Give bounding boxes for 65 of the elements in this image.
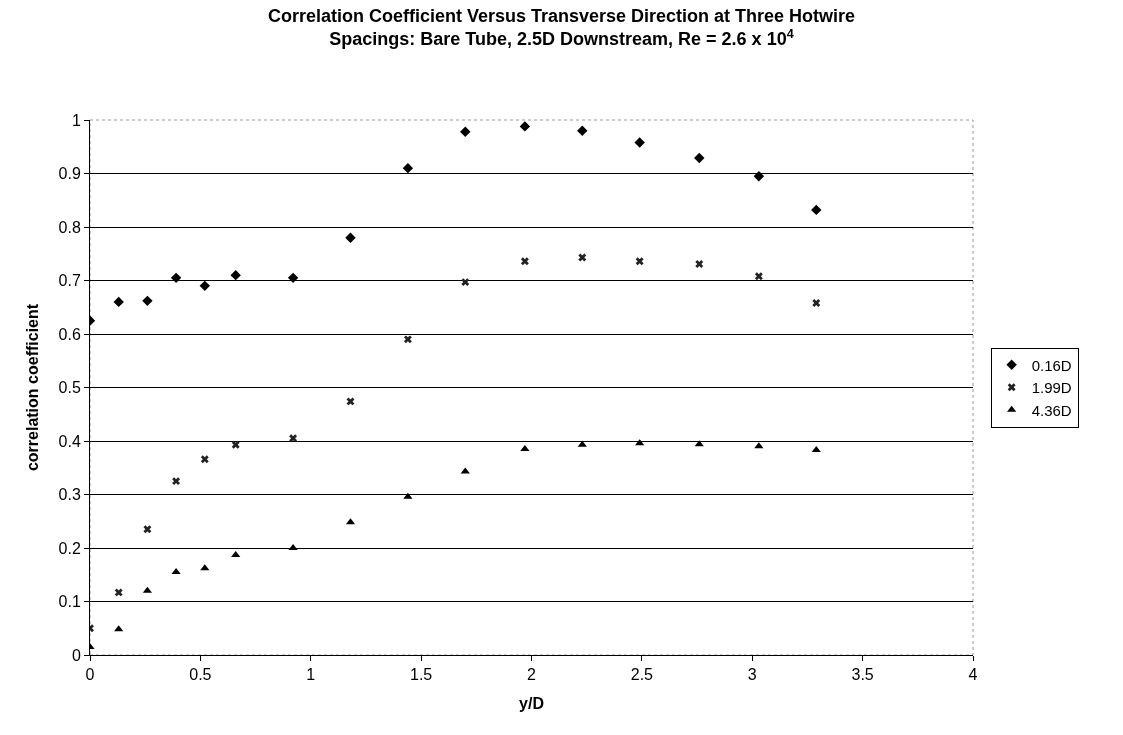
x-tick-label: 1 — [306, 666, 316, 684]
y-tick-label: 0 — [71, 646, 81, 664]
point — [231, 440, 240, 449]
point — [402, 162, 414, 174]
point — [345, 232, 356, 243]
y-tick-label: 0.3 — [58, 486, 81, 504]
x-tick-label: 0 — [85, 666, 95, 684]
point — [753, 170, 765, 182]
y-axis-title: correlation coefficient — [24, 303, 42, 472]
point — [289, 434, 298, 443]
x-tick-label: 0.5 — [189, 666, 212, 684]
x-tick-label: 4 — [968, 666, 978, 684]
y-tick-label: 0.8 — [58, 218, 81, 236]
point — [171, 568, 181, 575]
x-axis-title: y/D — [519, 694, 544, 712]
y-tick-label: 0.6 — [58, 325, 81, 343]
point — [114, 588, 123, 597]
point — [460, 126, 471, 137]
y-tick-label: 0.2 — [58, 539, 81, 557]
point — [403, 492, 413, 499]
legend-label: 4.36D — [1031, 401, 1072, 419]
point — [520, 257, 529, 266]
point — [812, 299, 821, 307]
point — [635, 439, 645, 446]
point — [200, 455, 209, 464]
legend-label: 0.16D — [1031, 356, 1072, 374]
point — [694, 152, 705, 164]
x-tick-label: 1.5 — [410, 666, 433, 684]
point — [634, 137, 645, 148]
point — [811, 204, 822, 216]
point — [143, 525, 152, 534]
point — [811, 446, 821, 453]
y-tick-label: 0.4 — [58, 432, 81, 450]
point — [142, 295, 153, 307]
y-tick-label: 0.9 — [58, 165, 81, 183]
x-tick-label: 3.5 — [851, 666, 874, 684]
point — [199, 280, 210, 292]
y-tick-label: 1 — [71, 111, 81, 129]
point — [460, 467, 470, 474]
point — [230, 269, 241, 281]
y-tick-label: 0.7 — [58, 272, 81, 290]
legend-label: 1.99D — [1031, 379, 1072, 397]
point — [754, 272, 763, 281]
point — [403, 335, 412, 344]
point — [519, 121, 531, 132]
point — [695, 259, 704, 268]
y-tick-label: 0.1 — [58, 593, 81, 611]
x-tick-label: 3 — [747, 666, 757, 684]
point — [461, 278, 470, 287]
point — [577, 125, 588, 136]
point — [113, 296, 124, 308]
chart-title: Correlation Coefficient Versus Transverse Direction at Three Hotwire Spacings: Bare Tube, 2.5D Downstream, Re = 2.6 x 10$^{4}$ — [267, 6, 856, 50]
point — [578, 253, 587, 262]
point — [170, 272, 182, 284]
x-tick-label: 2 — [527, 666, 537, 684]
point — [346, 397, 355, 406]
point — [287, 272, 299, 284]
y-tick-label: 0.5 — [58, 379, 81, 397]
point — [172, 477, 181, 486]
point — [577, 440, 587, 447]
point — [635, 257, 644, 266]
point — [231, 550, 241, 557]
point — [520, 445, 530, 452]
point — [694, 440, 704, 447]
x-tick-label: 2.5 — [630, 666, 654, 684]
